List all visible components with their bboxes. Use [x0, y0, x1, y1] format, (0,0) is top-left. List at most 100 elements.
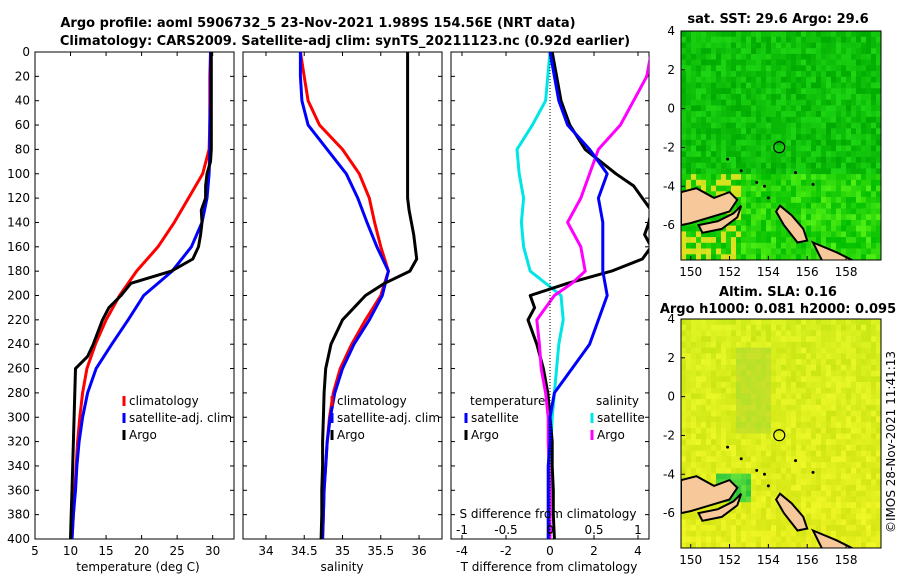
- depth-tick-label: 100: [7, 167, 30, 181]
- temperature-xtick-label: 10: [63, 544, 78, 558]
- depth-tick-label: 80: [15, 142, 30, 156]
- sla_map-ytick-label: -4: [663, 467, 675, 481]
- sst_map-ytick-label: -4: [663, 179, 675, 193]
- sla_map-ytick-label: -2: [663, 428, 675, 442]
- difference-panel: -4 -2 0 2 4 -1 -0.5 0 0.5 1 temperature salinity sat…: [450, 51, 650, 558]
- sla-map-title: Altim. SLA: 0.16: [719, 285, 837, 300]
- diff-legend-label: satellite: [471, 411, 519, 425]
- temperature-xtick-label: 20: [134, 544, 149, 558]
- sla_map-island: [739, 457, 743, 461]
- temperature-legend-label: satellite-adj. clim: [129, 411, 232, 425]
- salinity-legend-label: climatology: [337, 394, 407, 408]
- sla_map-frame: [680, 318, 882, 549]
- temperature-xlabel: temperature (deg C): [76, 560, 199, 574]
- depth-tick-label: 320: [7, 435, 30, 449]
- temperature-xtick-label: 15: [98, 544, 113, 558]
- sst_map-ytick-label: 0: [667, 102, 675, 116]
- salinity-xtick-label: 35: [335, 544, 350, 558]
- difference-xtick-label: 2: [590, 544, 598, 558]
- title-line-1: Argo profile: aoml 5906732_5 23-Nov-2021…: [60, 16, 575, 31]
- difference-top-label: S difference from climatology: [460, 507, 637, 521]
- sst_map-coastline: [697, 204, 743, 234]
- depth-tick-label: 40: [15, 94, 30, 108]
- temperature-xtick-label: 30: [205, 544, 220, 558]
- imos-watermark: ©IMOS 28-Nov-2021 11:41:13: [884, 351, 898, 533]
- sla_map-island: [811, 470, 815, 474]
- temperature-xtick-label: 25: [170, 544, 185, 558]
- salinity-xtick-label: 34.5: [291, 544, 318, 558]
- sst_map-island: [762, 184, 766, 188]
- temperature-line-argo: [69, 52, 213, 539]
- diff-legend-label: satellite: [597, 411, 645, 425]
- difference-top-tick-label: 0: [546, 523, 554, 537]
- temperature-frame: [34, 51, 235, 540]
- sla_map-coastline: [774, 492, 809, 532]
- sst_map-ytick-label: 4: [667, 24, 675, 38]
- salinity-xtick-label: 36: [411, 544, 426, 558]
- sla_map-island: [762, 472, 766, 476]
- difference-top-tick-label: 0.5: [584, 523, 603, 537]
- sla_map-coastline: [697, 492, 743, 522]
- temperature-panel: 5 10 15 20 25 3002040608010012014016018020022…: [7, 45, 235, 558]
- depth-tick-label: 260: [7, 362, 30, 376]
- sst_map-xtick-label: 154: [757, 265, 780, 279]
- sst-map-title: sat. SST: 29.6 Argo: 29.6: [687, 12, 868, 27]
- sst_map-xtick-label: 150: [679, 265, 702, 279]
- sst_map-island: [739, 169, 743, 173]
- sla_map-xtick-label: 150: [679, 553, 702, 567]
- sla-map: 150 152 154 156 158 4 2 0 -2 -4 -6: [663, 312, 882, 567]
- difference-top-tick-label: -0.5: [494, 523, 517, 537]
- depth-tick-label: 20: [15, 69, 30, 83]
- salinity-panel: 34 34.5 35 35.5 36 climatology satellite-adj. …: [242, 51, 443, 558]
- sst_map-argo-marker: [773, 141, 786, 154]
- depth-tick-label: 340: [7, 459, 30, 473]
- temperature-legend-label: climatology: [129, 394, 199, 408]
- salinity-line-argo: [319, 52, 419, 539]
- temperature-xtick-label: 5: [31, 544, 39, 558]
- sst_map-island: [794, 171, 798, 175]
- salinity-legend-label: satellite-adj. clim: [337, 411, 440, 425]
- sst_map-island: [726, 157, 730, 161]
- sla_map-coastline: [810, 528, 855, 548]
- sla_map-island: [794, 459, 798, 463]
- sla_map-coastline: [681, 475, 739, 515]
- sla_map-argo-marker: [773, 429, 786, 442]
- depth-tick-label: 240: [7, 337, 30, 351]
- salinity-legend-label: Argo: [337, 428, 365, 442]
- sst_map-ytick-label: 2: [667, 63, 675, 77]
- depth-tick-label: 280: [7, 386, 30, 400]
- sla_map-ytick-label: 0: [667, 390, 675, 404]
- sst_map-coastline: [810, 240, 855, 260]
- depth-tick-label: 220: [7, 313, 30, 327]
- salinity-line-satellite-adj-clim: [298, 52, 390, 539]
- difference-xtick-label: -4: [456, 544, 468, 558]
- diff-legend-title-s: salinity: [596, 394, 639, 408]
- sla-map-subtitle: Argo h1000: 0.081 h2000: 0.095: [660, 302, 896, 317]
- sla_map-island: [726, 445, 730, 449]
- depth-tick-label: 300: [7, 410, 30, 424]
- sla_map-island: [755, 468, 759, 472]
- difference-top-tick-label: 1: [634, 523, 642, 537]
- difference-xtick-label: 4: [634, 544, 642, 558]
- depth-tick-label: 120: [7, 191, 30, 205]
- depth-tick-label: 200: [7, 289, 30, 303]
- sla_map-xtick-label: 152: [718, 553, 741, 567]
- sst_map-ytick-label: -2: [663, 140, 675, 154]
- difference-top-tick-label: -1: [456, 523, 468, 537]
- depth-tick-label: 400: [7, 532, 30, 546]
- temperature-series: [69, 52, 213, 539]
- sla_map-xtick-label: 158: [835, 553, 858, 567]
- temperature-legend-label: Argo: [129, 428, 157, 442]
- sla_map-xtick-label: 154: [757, 553, 780, 567]
- diff-legend-title-t: temperature: [470, 394, 545, 408]
- sst_map-island: [811, 182, 815, 186]
- sla_map-ytick-label: -6: [663, 506, 675, 520]
- depth-tick-label: 180: [7, 264, 30, 278]
- sst_map-coastline: [681, 187, 739, 227]
- sst_map-ytick-label: -6: [663, 218, 675, 232]
- sst_map-xtick-label: 156: [796, 265, 819, 279]
- salinity-xtick-label: 34: [258, 544, 273, 558]
- diff-legend-label: Argo: [597, 428, 625, 442]
- diff-legend-label: Argo: [471, 428, 499, 442]
